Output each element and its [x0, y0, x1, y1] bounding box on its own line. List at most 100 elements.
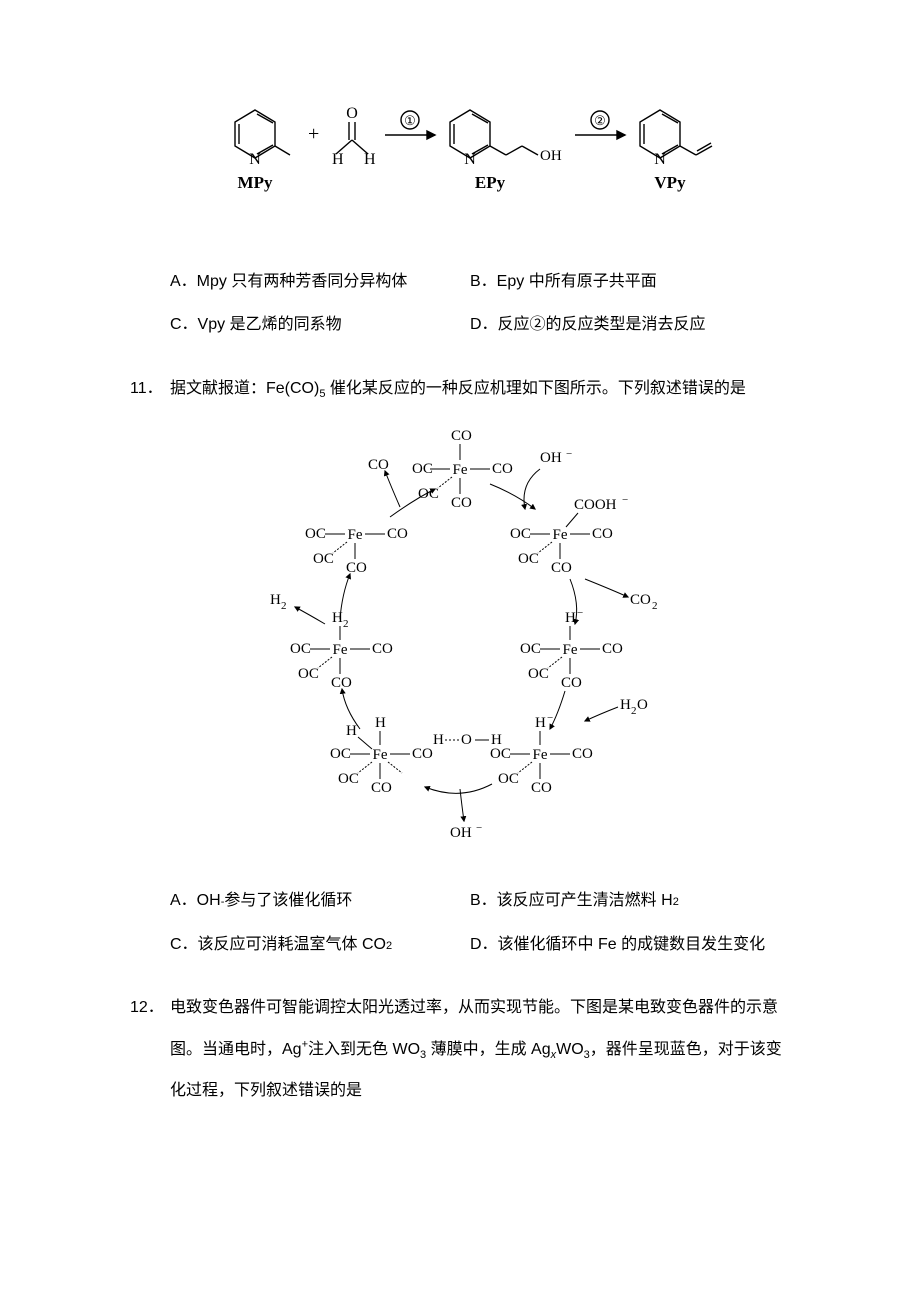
- svg-text:H: H: [535, 715, 546, 731]
- q11-stem: 11． 据文献报道：Fe(CO)5 催化某反应的一种反应机理如下图所示。下列叙述…: [130, 368, 790, 410]
- svg-text:CO: CO: [592, 526, 613, 542]
- svg-text:Fe: Fe: [533, 747, 548, 763]
- q12-l2d: WO: [556, 1041, 584, 1058]
- svg-text:H: H: [270, 592, 281, 608]
- svg-text:CO: CO: [572, 746, 593, 762]
- mechanism-diagram: Fe OC CO CO CO OC OH− CO Fe OC CO CO OC …: [130, 429, 790, 858]
- svg-text:N: N: [654, 151, 666, 168]
- q12-l1: 电致变色器件可智能调控太阳光透过率，从而实现节能。下图是某电致变色器件的示: [170, 999, 762, 1016]
- svg-text:OC: OC: [305, 526, 326, 542]
- svg-text:OC: OC: [313, 551, 334, 567]
- q12-number: 12．: [130, 995, 170, 1021]
- q11-option-b: B．该反应可产生清洁燃料 H2: [470, 888, 679, 914]
- reaction-scheme: N + O H H ① N: [130, 100, 790, 239]
- q12-l2c: 薄膜中，生成 Ag: [426, 1041, 550, 1058]
- svg-text:−: −: [476, 822, 482, 834]
- q11-text-pre: 据文献报道：Fe(CO): [170, 380, 319, 397]
- svg-text:N: N: [249, 151, 261, 168]
- svg-text:CO: CO: [561, 675, 582, 691]
- svg-text:EPy: EPy: [475, 173, 506, 192]
- svg-text:H: H: [491, 732, 502, 748]
- svg-text:−: −: [566, 448, 572, 460]
- svg-text:2: 2: [343, 618, 349, 630]
- svg-text:OC: OC: [520, 641, 541, 657]
- svg-text:CO: CO: [387, 526, 408, 542]
- svg-text:Fe: Fe: [553, 527, 568, 543]
- q12-text: 电致变色器件可智能调控太阳光透过率，从而实现节能。下图是某电致变色器件的示意图。…: [170, 987, 790, 1112]
- svg-text:H: H: [332, 610, 343, 626]
- svg-text:CO: CO: [371, 780, 392, 796]
- reaction-scheme-svg: N + O H H ① N: [200, 100, 720, 230]
- svg-text:N: N: [464, 151, 476, 168]
- svg-text:H: H: [375, 715, 386, 731]
- svg-text:2: 2: [631, 705, 637, 717]
- svg-text:H: H: [433, 732, 444, 748]
- svg-text:COOH: COOH: [574, 497, 617, 513]
- q11-option-a: A．OH-参与了该催化循环: [170, 888, 470, 914]
- svg-text:−: −: [577, 607, 583, 619]
- svg-text:Fe: Fe: [348, 527, 363, 543]
- q12-l2b: 注入到无色 WO: [308, 1041, 420, 1058]
- q11-opt-b-pre: B．该反应可产生清洁燃料 H: [470, 888, 673, 914]
- svg-text:OC: OC: [510, 526, 531, 542]
- svg-text:CO: CO: [602, 641, 623, 657]
- svg-text:CO: CO: [451, 495, 472, 511]
- svg-text:Fe: Fe: [453, 462, 468, 478]
- q10-option-c: C．Vpy 是乙烯的同系物: [170, 312, 470, 338]
- svg-text:MPy: MPy: [238, 173, 273, 192]
- svg-text:CO: CO: [412, 746, 433, 762]
- q11-text-post: 催化某反应的一种反应机理如下图所示。下列叙述错误的是: [325, 380, 745, 397]
- svg-text:Fe: Fe: [333, 642, 348, 658]
- q11-options-row1: A．OH-参与了该催化循环 B．该反应可产生清洁燃料 H2: [170, 888, 790, 914]
- svg-text:OC: OC: [298, 666, 319, 682]
- q12-stem: 12． 电致变色器件可智能调控太阳光透过率，从而实现节能。下图是某电致变色器件的…: [130, 987, 790, 1112]
- svg-text:VPy: VPy: [654, 173, 686, 192]
- svg-text:①: ①: [404, 113, 416, 128]
- svg-text:H: H: [332, 151, 344, 168]
- svg-text:②: ②: [594, 113, 606, 128]
- svg-text:−: −: [547, 712, 553, 724]
- svg-text:CO: CO: [531, 780, 552, 796]
- svg-text:2: 2: [652, 600, 658, 612]
- svg-text:−: −: [622, 494, 628, 506]
- svg-text:H: H: [620, 697, 631, 713]
- svg-text:OC: OC: [418, 486, 439, 502]
- q11-option-d: D．该催化循环中 Fe 的成键数目发生变化: [470, 932, 765, 958]
- svg-text:CO: CO: [630, 592, 651, 608]
- q10-options-row2: C．Vpy 是乙烯的同系物 D．反应②的反应类型是消去反应: [170, 312, 790, 338]
- svg-text:OC: OC: [330, 746, 351, 762]
- q11-opt-b-sub: 2: [673, 894, 679, 912]
- svg-text:CO: CO: [368, 457, 389, 473]
- svg-text:O: O: [346, 105, 358, 122]
- svg-text:CO: CO: [346, 560, 367, 576]
- svg-text:O: O: [637, 697, 648, 713]
- svg-text:H: H: [565, 610, 576, 626]
- svg-text:CO: CO: [551, 560, 572, 576]
- q11-number: 11．: [130, 376, 170, 402]
- svg-text:OC: OC: [290, 641, 311, 657]
- q11-options-row2: C．该反应可消耗温室气体 CO2 D．该催化循环中 Fe 的成键数目发生变化: [170, 932, 790, 958]
- svg-text:H: H: [364, 151, 376, 168]
- svg-text:OC: OC: [518, 551, 539, 567]
- svg-text:2: 2: [281, 600, 287, 612]
- q11-opt-c-pre: C．该反应可消耗温室气体 CO: [170, 932, 386, 958]
- svg-text:OC: OC: [412, 461, 433, 477]
- q10-option-d: D．反应②的反应类型是消去反应: [470, 312, 706, 338]
- q10-option-a: A．Mpy 只有两种芳香同分异构体: [170, 269, 470, 295]
- svg-text:Fe: Fe: [373, 747, 388, 763]
- svg-text:CO: CO: [331, 675, 352, 691]
- svg-text:H: H: [346, 723, 357, 739]
- q10-options-row1: A．Mpy 只有两种芳香同分异构体 B．Epy 中所有原子共平面: [170, 269, 790, 295]
- svg-text:CO: CO: [372, 641, 393, 657]
- mechanism-svg: Fe OC CO CO CO OC OH− CO Fe OC CO CO OC …: [240, 429, 680, 849]
- q12-l2e: ，器件呈现蓝色，对于: [590, 1041, 750, 1058]
- svg-text:OH: OH: [540, 148, 562, 164]
- q11-option-c: C．该反应可消耗温室气体 CO2: [170, 932, 470, 958]
- svg-text:CO: CO: [451, 429, 472, 444]
- svg-text:OC: OC: [498, 771, 519, 787]
- svg-text:OC: OC: [338, 771, 359, 787]
- svg-text:OC: OC: [490, 746, 511, 762]
- q10-option-b: B．Epy 中所有原子共平面: [470, 269, 657, 295]
- svg-text:OH: OH: [450, 825, 472, 841]
- svg-text:OH: OH: [540, 450, 562, 466]
